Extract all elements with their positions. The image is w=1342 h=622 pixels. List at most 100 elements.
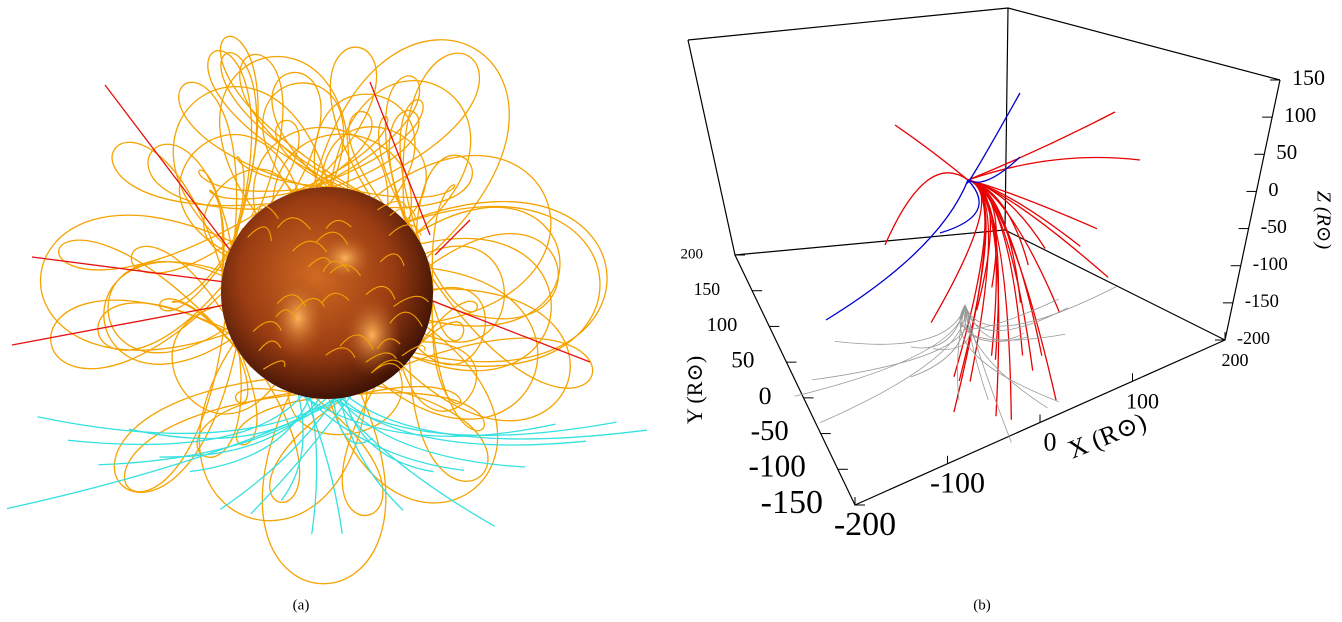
surface-field-lines: [247, 200, 429, 374]
surface-loop: [315, 231, 349, 246]
closed-field-line: [377, 359, 489, 482]
axis-box: [687, 7, 1281, 341]
open-field-line: [250, 393, 353, 515]
tick-label: -100: [1253, 254, 1288, 275]
panel-b: -200-1000100200-150-100-50050100150200-2…: [681, 7, 1325, 543]
field-line: [939, 179, 980, 234]
field-line-projection: [964, 286, 1117, 327]
closed-field-line: [328, 326, 499, 504]
field-line: [967, 111, 1116, 181]
tick-label: 50: [1276, 140, 1297, 164]
tick-label: -150: [1245, 291, 1279, 312]
open-field-line: [159, 393, 324, 458]
tick-label: 200: [681, 246, 704, 262]
closed-field-line: [178, 81, 314, 243]
closed-field-line: [123, 321, 297, 493]
closed-field-line: [358, 309, 485, 432]
open-field-line: [344, 393, 648, 440]
active-region: [268, 276, 328, 360]
closed-field-line: [178, 133, 299, 254]
tick-label: 100: [707, 314, 738, 336]
closed-field-line: [320, 126, 427, 223]
surface-loop: [292, 240, 328, 253]
open-field-line: [309, 393, 318, 535]
open-field-line: [303, 393, 343, 534]
field-line: [967, 179, 1043, 356]
tick-label: 50: [731, 347, 754, 373]
field-line-projection: [964, 304, 1024, 341]
tick-label: -200: [834, 506, 896, 543]
closed-field-line: [265, 379, 346, 503]
closed-field-line: [261, 392, 387, 585]
tick-label: 150: [694, 279, 721, 299]
closed-field-line: [103, 261, 232, 365]
closed-field-line: [271, 71, 329, 193]
closed-field-line: [402, 288, 571, 422]
closed-field-line: [130, 237, 237, 312]
field-line-projection: [834, 304, 966, 345]
tick-label: 200: [1222, 350, 1249, 370]
surface-loop: [321, 292, 350, 304]
closed-field-line: [239, 53, 338, 213]
field-line: [894, 124, 969, 181]
tick-label: -150: [761, 484, 823, 521]
field-line-projection: [961, 304, 1066, 341]
tick-label: 0: [759, 381, 772, 410]
tick-label: -100: [930, 467, 985, 500]
surface-loop: [365, 352, 397, 363]
open-field-line: [334, 393, 526, 468]
surface-loop: [277, 217, 312, 230]
field-line: [884, 172, 969, 246]
open-field-line: [434, 219, 471, 256]
x-axis-label: X (R⊙): [1064, 407, 1151, 465]
open-field-line: [104, 84, 231, 251]
open-field-line: [331, 393, 495, 527]
tick-label: 0: [1268, 179, 1278, 201]
closed-field-line: [329, 79, 472, 235]
surface-loop: [379, 253, 405, 267]
closed-field-line: [172, 86, 330, 250]
surface-loop: [389, 206, 417, 220]
field-line-projection: [794, 304, 966, 397]
field-line-projection: [959, 304, 1059, 403]
closed-field-line: [310, 110, 383, 203]
tick-label: 100: [1284, 103, 1316, 127]
closed-field-line: [207, 50, 346, 240]
closed-field-line: [209, 187, 310, 290]
field-line-projection: [964, 304, 1012, 443]
closed-field-line: [406, 205, 601, 367]
star-surface: [221, 187, 433, 399]
closed-field-line: [171, 304, 275, 415]
surface-loop: [388, 224, 422, 237]
closed-field-line: [429, 233, 559, 320]
z-axis-label: Z (R⊙): [1312, 191, 1334, 250]
open-field-line: [37, 393, 345, 435]
closed-field-line: [219, 56, 350, 215]
closed-field-line: [352, 52, 481, 222]
surface-loop: [258, 340, 282, 352]
closed-field-line: [405, 201, 608, 363]
surface-loop: [370, 363, 403, 374]
active-region: [315, 233, 375, 283]
surface-loop: [325, 219, 352, 230]
closed-field-line: [419, 300, 465, 345]
surface-loop: [247, 226, 272, 241]
open-field-line: [219, 393, 339, 510]
surface-loop: [401, 345, 426, 357]
open-field-line: [6, 393, 351, 510]
surface-loop: [376, 338, 401, 350]
open-field-line: [128, 393, 332, 440]
surface-loop: [329, 264, 362, 277]
closed-field-line: [50, 293, 228, 370]
closed-field-line: [312, 39, 510, 258]
tick-label: 100: [1126, 388, 1159, 413]
caption: (a): [293, 597, 310, 613]
closed-field-line: [308, 46, 378, 197]
closed-field-line: [97, 286, 230, 351]
closed-field-line: [373, 154, 552, 324]
surface-loop: [250, 205, 279, 219]
tick-label: -200: [1237, 328, 1270, 348]
closed-field-line: [315, 75, 421, 225]
open-field-line: [31, 256, 226, 283]
